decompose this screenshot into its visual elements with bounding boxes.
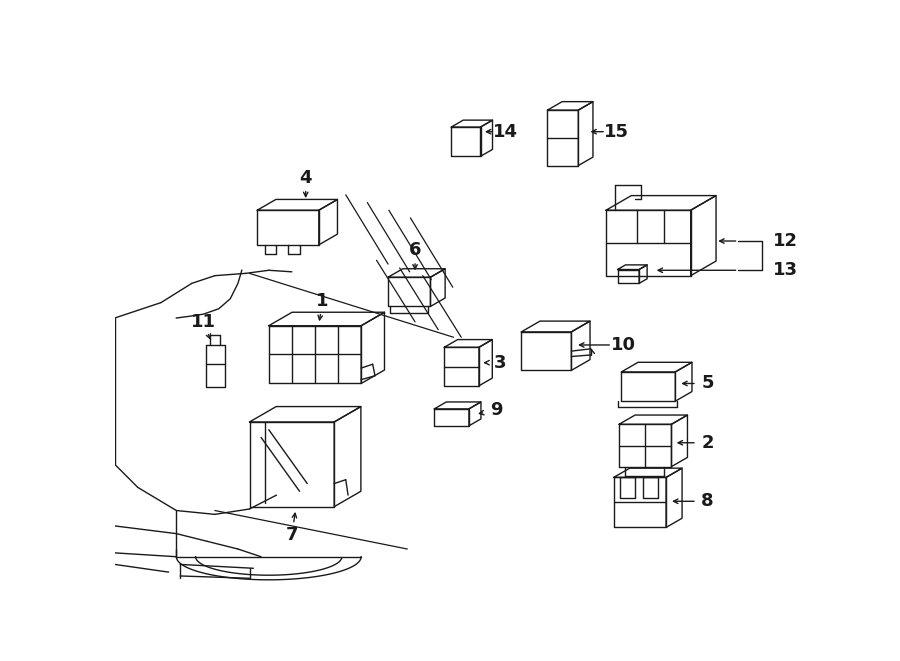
Text: 15: 15	[604, 123, 629, 141]
Text: 2: 2	[701, 434, 714, 451]
Text: 3: 3	[493, 354, 506, 371]
Text: 11: 11	[191, 313, 216, 331]
Text: 7: 7	[285, 526, 298, 544]
Text: 5: 5	[701, 375, 714, 393]
Text: 4: 4	[300, 169, 312, 187]
Text: 1: 1	[317, 292, 328, 310]
Text: 8: 8	[701, 492, 714, 510]
Text: 12: 12	[773, 232, 798, 250]
Text: 13: 13	[773, 261, 798, 280]
Text: 9: 9	[490, 401, 502, 420]
Text: 10: 10	[610, 336, 635, 354]
Text: 6: 6	[409, 241, 421, 259]
Text: 14: 14	[493, 123, 518, 141]
